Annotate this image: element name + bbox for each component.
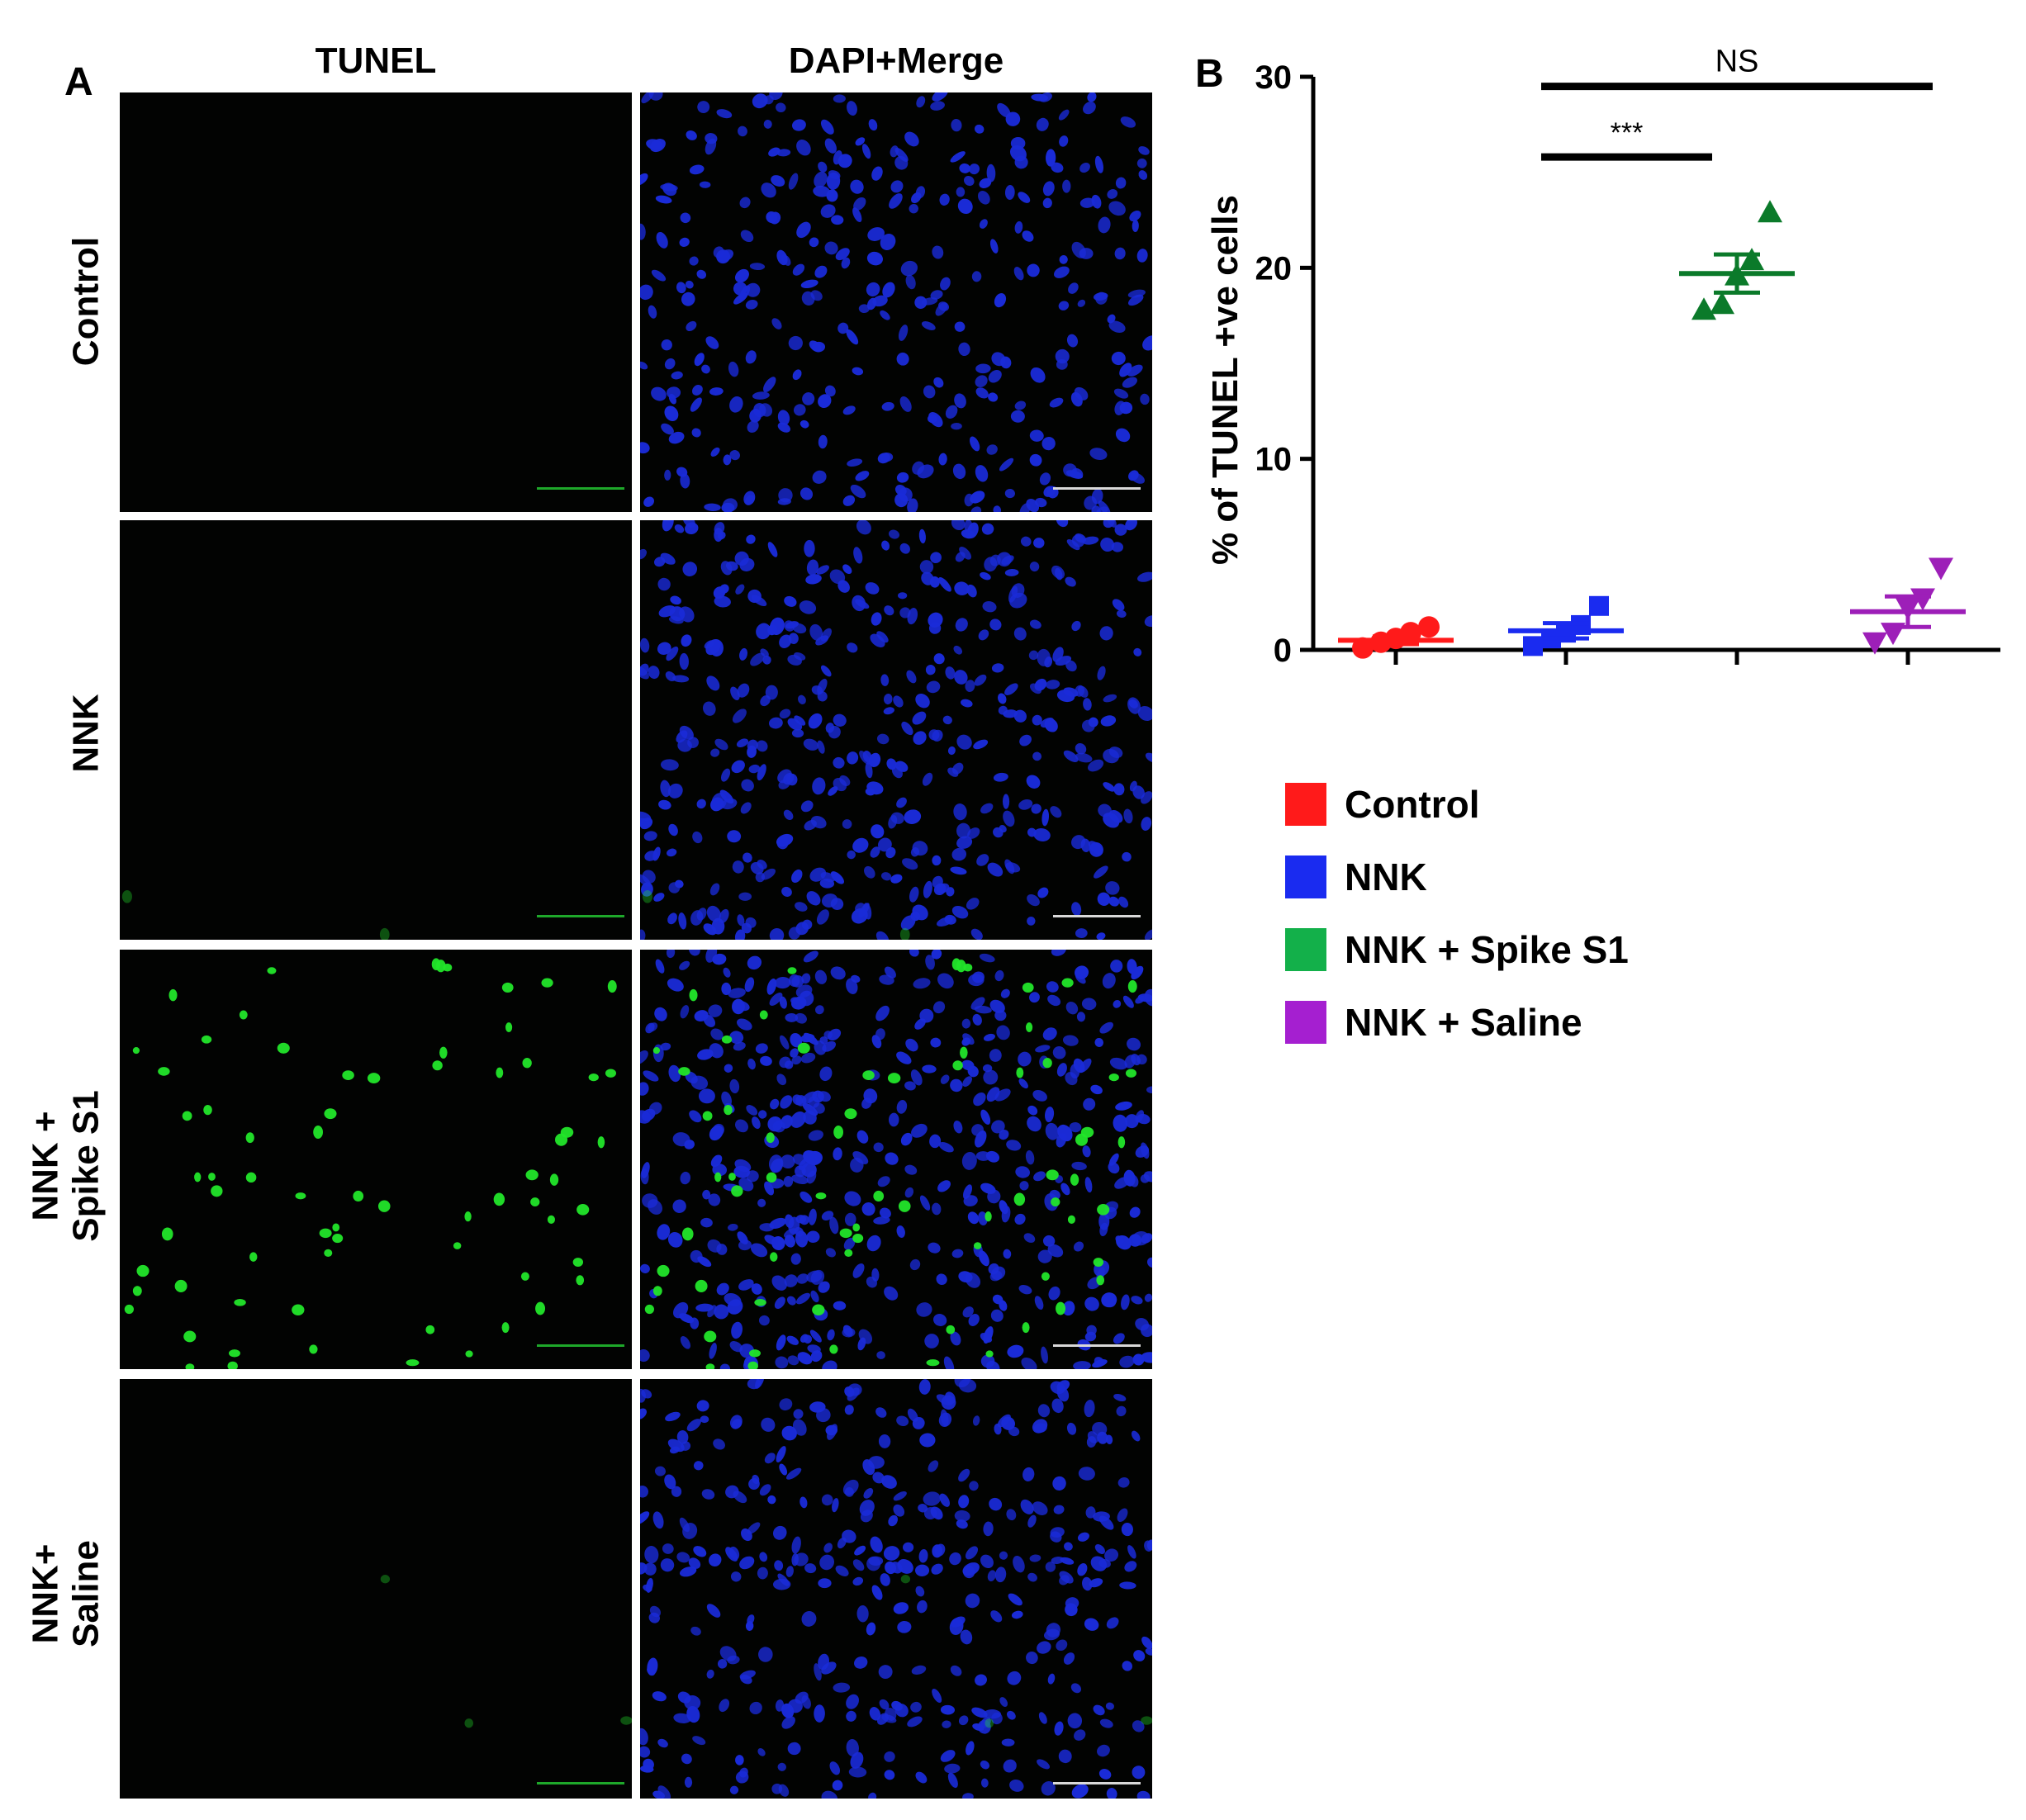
legend-swatch: [1285, 928, 1326, 971]
micrograph-tile: [120, 520, 632, 940]
legend-swatch: [1285, 1001, 1326, 1044]
data-point: [1418, 616, 1440, 638]
row-label-3: NNK+ Saline: [26, 1540, 107, 1647]
tunel-positive-cells: [644, 958, 1137, 1369]
scale-bar: [1053, 487, 1141, 490]
data-point: [1589, 595, 1609, 616]
y-tick-label: 0: [1274, 633, 1292, 669]
legend-label: NNK + Saline: [1345, 1001, 1582, 1044]
row-label-2: NNK + Spike S1: [26, 1090, 107, 1241]
data-point: [1758, 200, 1782, 223]
significance-label: ***: [1611, 117, 1644, 149]
chart-legend: Control NNK NNK + Spike S1 NNK + Saline: [1285, 768, 1629, 1059]
data-point: [1929, 557, 1953, 581]
panel-b-letter: B: [1195, 52, 1224, 96]
series-2: [1679, 200, 1795, 320]
scale-bar: [1053, 1344, 1141, 1347]
micrograph-tile: [640, 950, 1152, 1369]
y-axis: 0 10 20 30: [1255, 59, 1316, 669]
series-1: [1508, 595, 1624, 656]
data-point: [1523, 636, 1543, 656]
data-point: [1691, 297, 1716, 320]
column-header-tunel: TUNEL: [315, 40, 437, 81]
scale-bar: [537, 1344, 624, 1347]
data-point: [1910, 588, 1935, 611]
y-axis-label: % of TUNEL +ve cells: [1205, 195, 1245, 565]
data-point: [1862, 632, 1887, 655]
legend-item: NNK + Saline: [1285, 986, 1629, 1059]
micrograph-tile: [640, 520, 1152, 940]
legend-item: NNK + Spike S1: [1285, 913, 1629, 986]
legend-item: NNK: [1285, 841, 1629, 913]
legend-label: NNK + Spike S1: [1345, 928, 1629, 971]
scale-bar: [537, 1782, 624, 1784]
micrograph-tile: [640, 92, 1152, 512]
tunel-scatter-chart: 0 10 20 30 % of TUNEL +ve cells NS ***: [1205, 45, 2000, 669]
row-label-line: NNK +: [25, 1111, 66, 1221]
row-label-1: NNK: [65, 694, 106, 772]
dapi-nuclei: [640, 1379, 1152, 1799]
scale-bar: [1053, 915, 1141, 917]
legend-swatch: [1285, 783, 1326, 826]
legend-label: NNK: [1345, 855, 1427, 898]
tunel-positive-cells: [124, 958, 617, 1369]
scale-bar: [537, 487, 624, 490]
y-tick-label: 10: [1255, 442, 1293, 478]
dapi-nuclei: [640, 520, 1152, 940]
significance-label: NS: [1715, 45, 1759, 79]
series-0: [1338, 616, 1454, 659]
scale-bar: [1053, 1782, 1141, 1784]
series-3: [1850, 557, 1966, 655]
micrograph-tile: [120, 950, 632, 1369]
row-label-line: Spike S1: [66, 1090, 107, 1242]
column-header-dapi-merge: DAPI+Merge: [788, 40, 1004, 81]
row-label-0: Control: [65, 237, 106, 366]
micrograph-tile: [120, 1379, 632, 1799]
tunel-positive-cells: [900, 1575, 1152, 1728]
legend-item: Control: [1285, 768, 1629, 841]
micrograph-tile: [640, 1379, 1152, 1799]
x-axis: [1313, 647, 2000, 665]
panel-a-letter: A: [64, 60, 93, 104]
row-label-line: Saline: [66, 1540, 107, 1647]
dapi-nuclei: [640, 950, 1152, 1369]
tunel-positive-cells: [380, 1575, 632, 1728]
tunel-positive-cells: [121, 889, 390, 940]
scale-bar: [537, 915, 624, 917]
dapi-nuclei: [640, 92, 1152, 512]
tunel-positive-cells: [642, 889, 910, 940]
data-point: [1739, 248, 1764, 271]
significance-annotation-0: NS: [1541, 45, 1933, 91]
legend-label: Control: [1345, 783, 1480, 826]
row-label-line: Control: [65, 236, 107, 367]
data-point: [1710, 291, 1734, 315]
row-label-line: NNK: [65, 694, 107, 773]
significance-annotation-1: ***: [1541, 117, 1712, 161]
legend-swatch: [1285, 855, 1326, 898]
row-label-line: NNK+: [25, 1543, 66, 1644]
y-tick-label: 30: [1255, 59, 1293, 96]
micrograph-tile: [120, 92, 632, 512]
y-tick-label: 20: [1255, 250, 1293, 287]
